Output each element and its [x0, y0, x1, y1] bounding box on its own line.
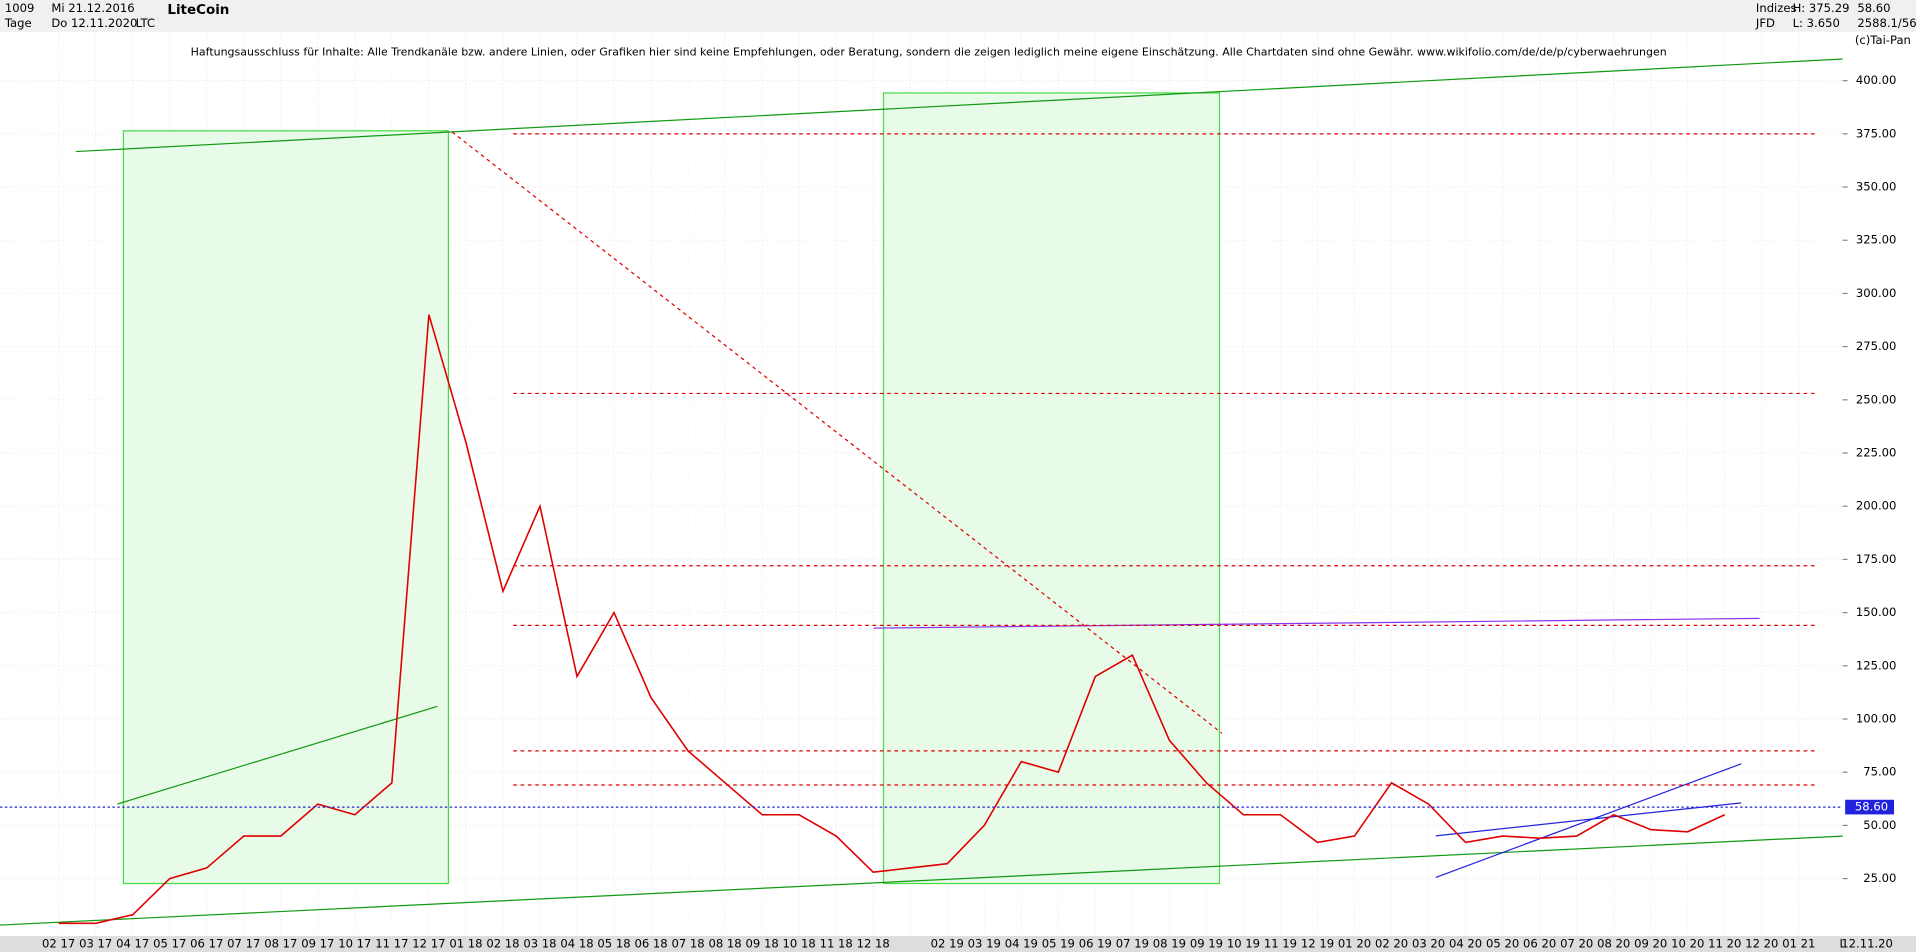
symbol: LTC	[136, 16, 155, 30]
y-tick-label: 250.00	[1856, 392, 1897, 406]
x-tick-label: 01 18	[449, 937, 482, 951]
x-tick-label: 04 18	[560, 937, 593, 951]
last: 58.60	[1857, 1, 1890, 15]
x-tick-label: 01 21	[1782, 937, 1815, 951]
x-tick-label: 03 19	[968, 937, 1001, 951]
x-tick-label: 07 19	[1116, 937, 1149, 951]
x-tick-label: 01 20	[1338, 937, 1371, 951]
copyright: (c)Tai-Pan	[1855, 33, 1911, 47]
y-tick-label: 375.00	[1856, 126, 1897, 140]
x-tick-label: 04 19	[1005, 937, 1038, 951]
x-axis-bar	[0, 936, 1916, 952]
y-tick-label: 325.00	[1856, 233, 1897, 247]
x-tick-label: 07 20	[1560, 937, 1593, 951]
y-tick-label: 400.00	[1856, 73, 1897, 87]
y-tick-label: 50.00	[1863, 818, 1896, 832]
start-date: Mi 21.12.2016	[51, 1, 134, 15]
box	[122, 130, 450, 885]
x-tick-label: 09 18	[746, 937, 779, 951]
x-tick-label: 02 20	[1375, 937, 1408, 951]
y-tick-label: 275.00	[1856, 339, 1897, 353]
trend-line	[1435, 763, 1742, 878]
x-tick-label: 06 18	[634, 937, 667, 951]
last-price-label: 58.60	[1855, 800, 1888, 814]
x-tick-label: 11 20	[1708, 937, 1741, 951]
x-tick-label: 03 17	[79, 937, 112, 951]
y-tick-label: 200.00	[1856, 499, 1897, 513]
x-tick-label: 04 20	[1449, 937, 1482, 951]
x-tick-label: 11 19	[1264, 937, 1297, 951]
x-tick-label: 08 17	[264, 937, 297, 951]
x-tick-label: 08 20	[1597, 937, 1630, 951]
header: 1009 Mi 21.12.2016 Tage Do 12.11.2020 LT…	[4, 1, 1916, 58]
high: H: 375.29	[1793, 1, 1850, 15]
x-tick-label: 11 17	[375, 937, 408, 951]
market: Indizes	[1756, 1, 1797, 15]
y-tick-label: 125.00	[1856, 658, 1897, 672]
end-date: Do 12.11.2020	[51, 16, 137, 30]
trend-line	[1435, 802, 1742, 837]
x-tick-label: 03 20	[1412, 937, 1445, 951]
y-tick-label: 150.00	[1856, 605, 1897, 619]
trend-line	[75, 58, 1848, 153]
x-tick-label: 02 19	[931, 937, 964, 951]
trend-line	[451, 131, 1223, 734]
x-tick-label: 09 19	[1190, 937, 1223, 951]
x-tick-label: 10 17	[338, 937, 371, 951]
ratio: 2588.1/56	[1857, 16, 1916, 30]
y-tick-label: 175.00	[1856, 552, 1897, 566]
x-tick-label: 03 18	[523, 937, 556, 951]
trend-line	[117, 705, 438, 805]
x-tick-label: 12 18	[857, 937, 890, 951]
x-tick-label: 11 18	[820, 937, 853, 951]
y-tick-label: 225.00	[1856, 446, 1897, 460]
box	[882, 92, 1221, 885]
last-date: 12.11.20	[1841, 937, 1893, 951]
price-line	[58, 314, 1726, 925]
y-tick-label: 75.00	[1863, 765, 1896, 779]
axis-end: L	[1839, 937, 1846, 951]
trend-line	[873, 617, 1760, 629]
x-tick-label: 05 19	[1042, 937, 1075, 951]
period[interactable]: Tage	[4, 16, 32, 30]
x-tick-label: 10 20	[1671, 937, 1704, 951]
x-tick-label: 09 20	[1634, 937, 1667, 951]
header-bar	[0, 0, 1916, 32]
count: 1009	[5, 1, 35, 15]
y-tick-label: 25.00	[1863, 871, 1896, 885]
x-tick-label: 05 18	[597, 937, 630, 951]
x-tick-label: 07 18	[671, 937, 704, 951]
axis-panel	[1842, 0, 1916, 952]
x-tick-label: 12 19	[1301, 937, 1334, 951]
x-tick-label: 12 20	[1745, 937, 1778, 951]
trend-line	[0, 835, 1848, 926]
y-tick-label: 100.00	[1856, 712, 1897, 726]
x-tick-label: 06 19	[1079, 937, 1112, 951]
x-tick-label: 09 17	[301, 937, 334, 951]
x-tick-label: 05 20	[1486, 937, 1519, 951]
x-tick-label: 05 17	[153, 937, 186, 951]
x-tick-label: 10 18	[783, 937, 816, 951]
x-tick-label: 07 17	[227, 937, 260, 951]
y-tick-label: 350.00	[1856, 180, 1897, 194]
x-tick-label: 08 19	[1153, 937, 1186, 951]
x-tick-label: 02 17	[42, 937, 75, 951]
x-tick-label: 08 18	[708, 937, 741, 951]
x-tick-label: 10 19	[1227, 937, 1260, 951]
last-price-box	[1845, 799, 1895, 815]
x-tick-label: 02 18	[486, 937, 519, 951]
x-tick-label: 06 20	[1523, 937, 1556, 951]
name: LiteCoin	[167, 3, 229, 18]
broker: JFD	[1755, 16, 1775, 30]
y-tick-label: 300.00	[1856, 286, 1897, 300]
low: L: 3.650	[1793, 16, 1840, 30]
x-tick-label: 06 17	[190, 937, 223, 951]
x-tick-label: 04 17	[116, 937, 149, 951]
x-tick-label: 12 17	[412, 937, 445, 951]
disclaimer: Haftungsausschluss für Inhalte: Alle Tre…	[191, 46, 1667, 59]
